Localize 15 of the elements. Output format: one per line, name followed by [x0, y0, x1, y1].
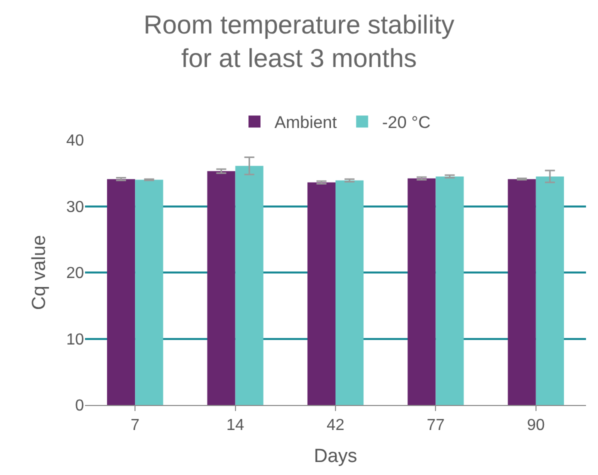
y-tick-label: 0 — [75, 398, 84, 415]
x-tick-label: 90 — [527, 417, 545, 434]
legend-label: -20 °C — [382, 113, 431, 132]
y-tick-label: 10 — [66, 331, 84, 348]
y-tick-label: 20 — [66, 265, 84, 282]
legend-label: Ambient — [274, 113, 338, 132]
y-tick-label: 40 — [66, 132, 84, 150]
x-tick-label: 42 — [326, 417, 344, 434]
x-tick-label: 14 — [226, 417, 244, 434]
y-tick-label: 30 — [66, 198, 84, 216]
x-axis-title: Days — [314, 446, 358, 467]
x-tick-label: 77 — [426, 417, 445, 434]
chart-title: Room temperature stability for at least 3 months — [144, 9, 454, 74]
y-axis-title: Cq value — [29, 235, 50, 310]
x-tick-label: 7 — [130, 417, 140, 434]
